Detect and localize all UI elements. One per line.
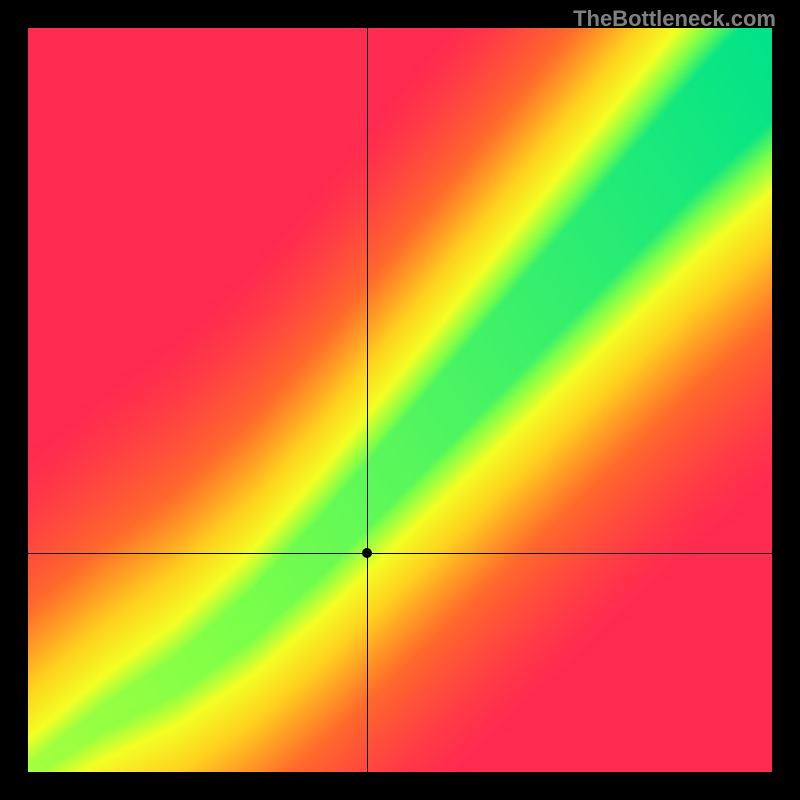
marker-dot [362,548,372,558]
crosshair-vertical [367,28,368,772]
heatmap-plot-area [28,28,772,772]
watermark-text: TheBottleneck.com [573,6,776,32]
crosshair-horizontal [28,553,772,554]
heatmap-canvas [28,28,772,772]
